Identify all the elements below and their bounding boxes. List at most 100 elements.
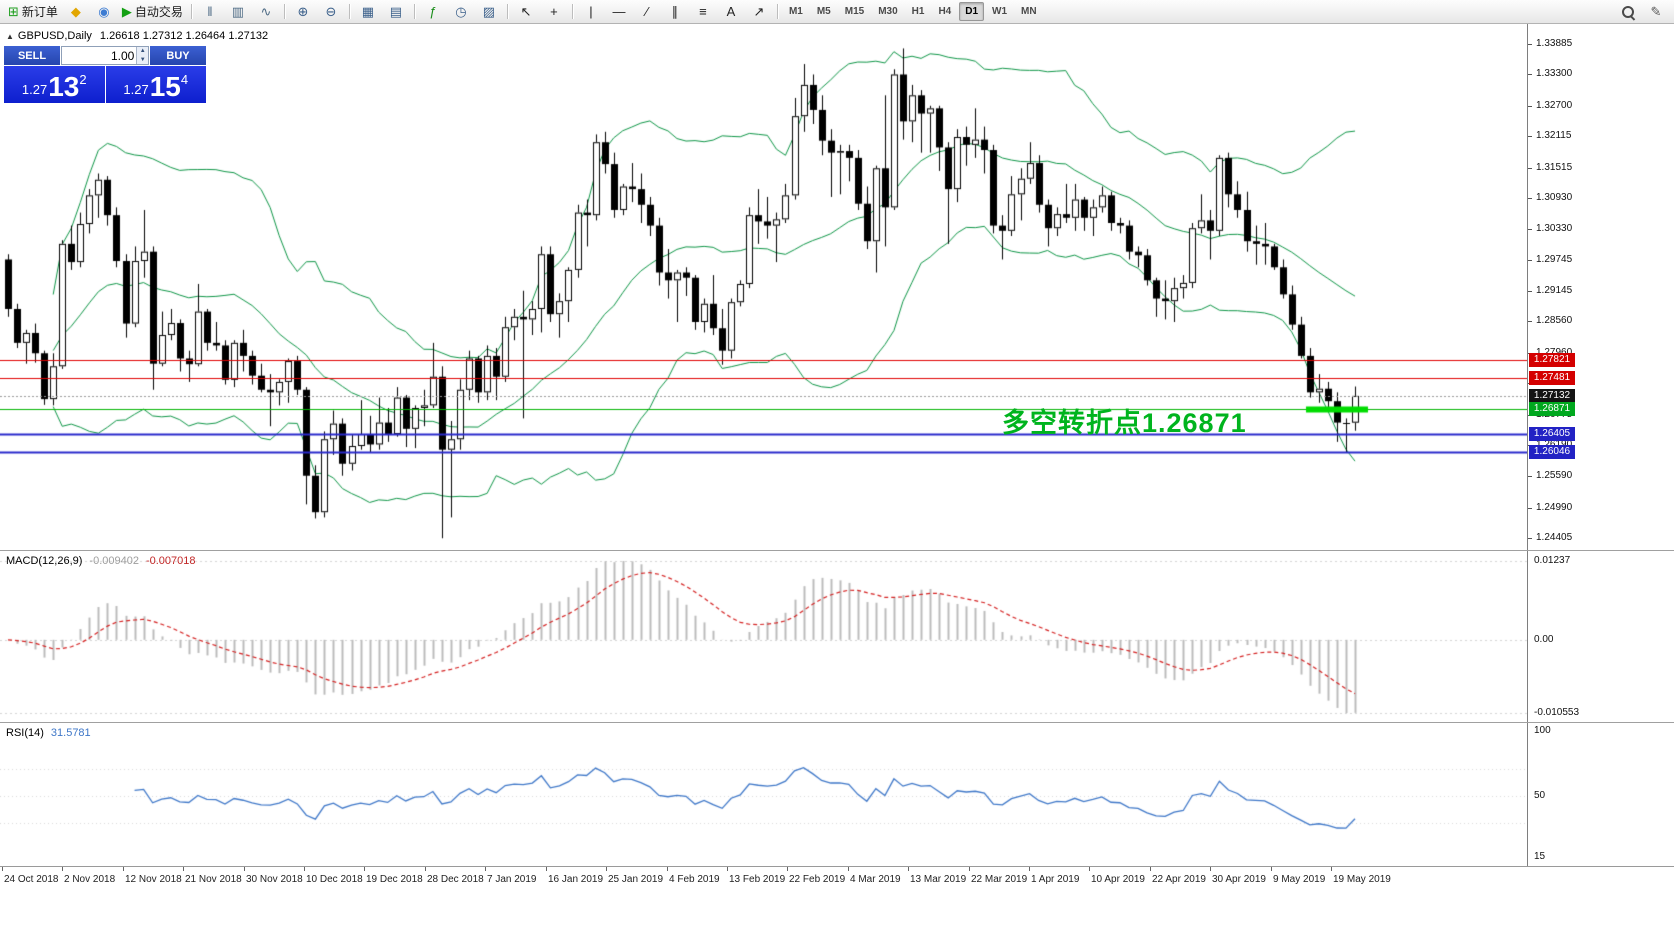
volume-down-button[interactable]: ▼	[137, 55, 148, 64]
price-axis-label: 1.33300	[1536, 68, 1573, 80]
price-axis-label: 1.24990	[1536, 501, 1573, 513]
vertical-line-button[interactable]: |	[577, 1, 605, 23]
price-axis-tick	[1528, 229, 1532, 230]
search-button[interactable]	[1614, 1, 1642, 23]
time-axis-label: 19 May 2019	[1333, 874, 1391, 885]
indicators-icon: ƒ	[429, 4, 437, 19]
macd-axis[interactable]: 0.01237 0.00 -0.010553	[1527, 551, 1674, 722]
price-axis-label: 1.30330	[1536, 223, 1573, 235]
autotrading-button[interactable]: ▶ 自动交易	[118, 1, 187, 23]
arrows-button[interactable]: ↗	[745, 1, 773, 23]
crosshair-button[interactable]: +	[540, 1, 568, 23]
text-icon: A	[726, 4, 736, 19]
fibonacci-icon: ≡	[699, 4, 707, 19]
zoom-in-button[interactable]: ⊕	[289, 1, 317, 23]
time-axis-tick	[244, 867, 245, 871]
periods-icon: ◷	[455, 4, 467, 19]
price-axis-tick	[1528, 198, 1532, 199]
market-watch-button[interactable]: ◉	[90, 1, 118, 23]
timeframe-w1[interactable]: W1	[992, 6, 1008, 17]
time-axis-tick	[787, 867, 788, 871]
templates-button[interactable]: ▨	[475, 1, 503, 23]
timeframe-h4[interactable]: H4	[938, 6, 952, 17]
edit-button[interactable]: ✎	[1642, 1, 1670, 23]
sell-price-prefix: 1.27	[21, 82, 48, 97]
rsi-canvas[interactable]	[0, 723, 1528, 867]
time-axis-label: 4 Mar 2019	[850, 874, 901, 885]
rsi-axis[interactable]: 100 50 15	[1527, 723, 1674, 866]
cursor-button[interactable]: ↖	[512, 1, 540, 23]
sell-price-display[interactable]: 1.27 13 2	[4, 66, 105, 103]
time-axis-label: 19 Dec 2018	[366, 874, 423, 885]
toolbar-separator	[506, 4, 508, 19]
chart-title: ▲ GBPUSD,Daily 1.26618 1.27312 1.26464 1…	[6, 30, 268, 42]
profiles-icon: ◆	[70, 4, 81, 19]
time-axis-label: 25 Jan 2019	[608, 874, 664, 885]
buy-button[interactable]: BUY	[150, 46, 206, 65]
one-click-collapse-icon[interactable]: ▲	[6, 31, 14, 41]
timeframe-mn[interactable]: MN	[1021, 6, 1037, 17]
time-axis-label: 10 Dec 2018	[306, 874, 363, 885]
time-axis-tick	[425, 867, 426, 871]
timeframe-d1[interactable]: D1	[959, 2, 985, 21]
bar-chart-button[interactable]: ‖	[196, 1, 224, 23]
time-axis-label: 1 Apr 2019	[1031, 874, 1080, 885]
buy-price-display[interactable]: 1.27 15 4	[105, 66, 206, 103]
arrange-charts-button[interactable]: ▤	[382, 1, 410, 23]
indicators-button[interactable]: ƒ	[419, 1, 447, 23]
volume-input[interactable]	[62, 47, 137, 64]
line-chart-button[interactable]: ∿	[252, 1, 280, 23]
crosshair-icon: +	[550, 4, 558, 19]
price-level-label: 1.27481	[1529, 370, 1575, 385]
time-axis-tick	[1029, 867, 1030, 871]
autotrading-play-icon: ▶	[121, 4, 132, 19]
profiles-button[interactable]: ◆	[62, 1, 90, 23]
price-axis-tick	[1528, 476, 1532, 477]
macd-canvas[interactable]	[0, 551, 1528, 723]
timeframe-m30[interactable]: M30	[878, 6, 898, 17]
time-axis-tick	[183, 867, 184, 871]
time-axis-label: 22 Mar 2019	[971, 874, 1028, 885]
price-level-label: 1.26871	[1529, 402, 1575, 417]
bar-chart-icon: ‖	[207, 4, 213, 19]
price-axis-label: 1.30930	[1536, 191, 1573, 203]
timeframe-m15[interactable]: M15	[844, 6, 865, 17]
timeframe-m1[interactable]: M1	[788, 6, 803, 17]
time-axis-tick	[1089, 867, 1090, 871]
channel-button[interactable]: ∥	[661, 1, 689, 23]
text-button[interactable]: A	[717, 1, 745, 23]
toolbar: ⊞ 新订单 ◆ ◉ ▶ 自动交易 ‖ ▥ ∿ ⊕ ⊖ ▦ ▤ ƒ ◷ ▨ ↖ + | — ∕ ∥ ≡ A ↗ M1 M5 M15 M30…	[0, 0, 1674, 24]
time-axis-label: 4 Feb 2019	[669, 874, 720, 885]
timeframe-h1[interactable]: H1	[911, 6, 925, 17]
arrange-charts-icon: ▤	[389, 4, 403, 19]
sell-button[interactable]: SELL	[4, 46, 60, 65]
time-axis-tick	[2, 867, 3, 871]
zoom-out-button[interactable]: ⊖	[317, 1, 345, 23]
price-chart-canvas[interactable]	[0, 24, 1528, 550]
tile-windows-button[interactable]: ▦	[354, 1, 382, 23]
chart-annotation-text[interactable]: 多空转折点1.26871	[1002, 408, 1247, 438]
price-level-label: 1.26405	[1529, 426, 1575, 441]
arrows-icon: ↗	[753, 4, 765, 19]
new-order-button[interactable]: ⊞ 新订单	[4, 1, 62, 23]
sell-price-big: 13	[48, 71, 80, 102]
price-axis-label: 1.27960	[1536, 347, 1572, 358]
time-axis-tick	[123, 867, 124, 871]
time-axis-tick	[62, 867, 63, 871]
timeframe-m5[interactable]: M5	[816, 6, 831, 17]
chart-ohlc-values: 1.26618 1.27312 1.26464 1.27132	[99, 30, 269, 42]
volume-up-button[interactable]: ▲	[137, 47, 148, 56]
autotrading-button-label: 自动交易	[134, 5, 183, 19]
horizontal-line-button[interactable]: —	[605, 1, 633, 23]
time-axis-label: 13 Mar 2019	[910, 874, 967, 885]
candlestick-chart-button[interactable]: ▥	[224, 1, 252, 23]
macd-scale-top: 0.01237	[1534, 555, 1571, 566]
buy-price-big: 15	[149, 71, 181, 102]
tile-windows-icon: ▦	[361, 4, 375, 19]
macd-label: MACD(12,26,9) -0.009402 -0.007018	[6, 555, 196, 567]
time-axis[interactable]: 24 Oct 2018 2 Nov 2018 12 Nov 2018 21 Nov 2…	[0, 866, 1674, 890]
fibonacci-button[interactable]: ≡	[689, 1, 717, 23]
trendline-button[interactable]: ∕	[633, 1, 661, 23]
periods-button[interactable]: ◷	[447, 1, 475, 23]
price-axis[interactable]: 1.33885 1.33300 1.32700 1.32115 1.31515 1.309…	[1527, 24, 1674, 550]
